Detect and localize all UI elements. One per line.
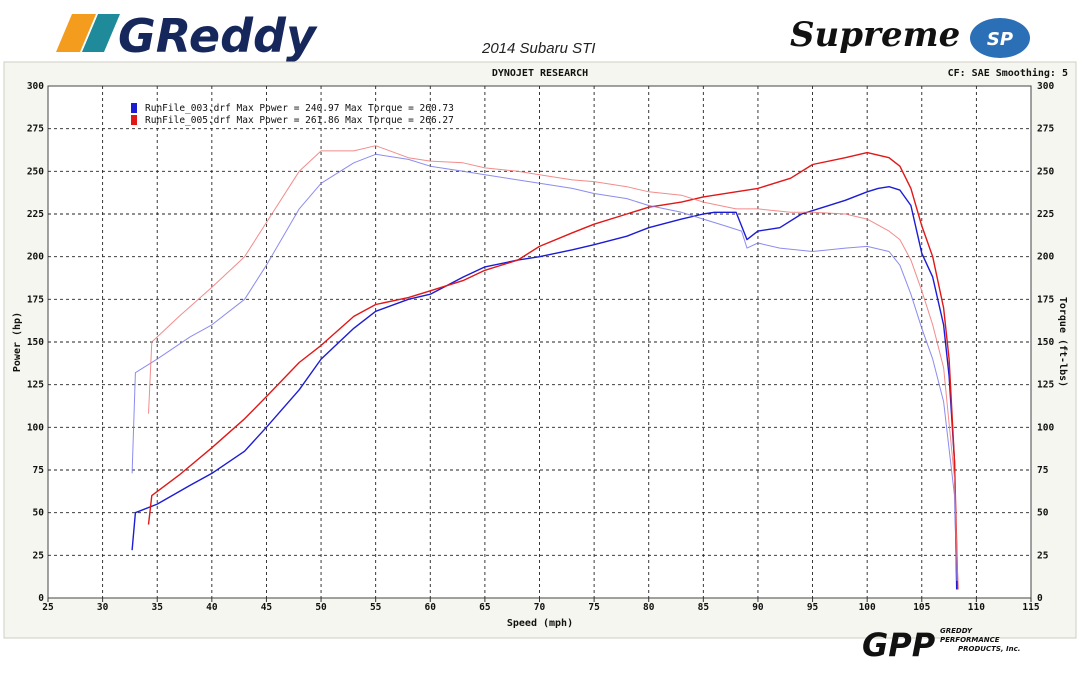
y-tick-label-left: 125 [27, 380, 44, 391]
greddy-stripe-orange [56, 14, 96, 52]
series-line-runfile005drf-torque [148, 145, 959, 581]
gpp-mark: GPP [862, 626, 936, 664]
legend-swatch-run005 [131, 115, 137, 125]
x-tick-label: 80 [643, 602, 655, 613]
x-tick-label: 35 [151, 602, 163, 613]
y-tick-label-right: 0 [1037, 593, 1043, 604]
gpp-line-3: PRODUCTS, Inc. [958, 645, 1020, 653]
y-tick-label-left: 0 [38, 593, 44, 604]
y-tick-label-right: 175 [1037, 294, 1054, 305]
x-tick-label: 100 [859, 602, 876, 613]
x-tick-label: 30 [97, 602, 109, 613]
y-tick-label-left: 250 [27, 166, 44, 177]
y-tick-label-right: 150 [1037, 337, 1054, 348]
x-tick-label: 70 [534, 602, 546, 613]
x-axis-label: Speed (mph) [507, 618, 573, 629]
sp-badge [970, 18, 1030, 58]
x-tick-label: 60 [425, 602, 437, 613]
x-tick-label: 25 [42, 602, 54, 613]
chart-title: DYNOJET RESEARCH [492, 68, 588, 79]
y-tick-label-right: 300 [1037, 81, 1054, 92]
y-tick-label-right: 250 [1037, 166, 1054, 177]
supreme-wordmark: Supreme [790, 15, 960, 55]
x-tick-label: 75 [588, 602, 600, 613]
x-tick-label: 85 [698, 602, 710, 613]
series-line-runfile003drf-torque [131, 153, 958, 581]
greddy-wordmark: GReddy [118, 9, 318, 63]
y-tick-label-left: 300 [27, 81, 44, 92]
chart-settings: CF: SAE Smoothing: 5 [948, 67, 1068, 79]
y-axis-left: 0 25 50 75 100 125 150 175 200 225 250 275 300 [27, 81, 44, 604]
y-axis-right-label: Torque (ft-lbs) [1057, 297, 1068, 387]
series-line-runfile005drf-power [147, 151, 959, 590]
series-line-runfile003drf-power [131, 185, 958, 590]
x-tick-label: 65 [479, 602, 491, 613]
x-tick-label: 90 [752, 602, 764, 613]
sp-badge-text: SP [987, 29, 1013, 50]
y-tick-label-left: 150 [27, 337, 44, 348]
y-tick-label-right: 50 [1037, 508, 1049, 519]
y-tick-label-right: 200 [1037, 252, 1054, 263]
x-tick-label: 105 [913, 602, 930, 613]
y-tick-label-left: 175 [27, 294, 44, 305]
y-tick-label-right: 275 [1037, 124, 1054, 135]
y-tick-label-right: 75 [1037, 465, 1049, 476]
y-tick-label-left: 275 [27, 124, 44, 135]
y-tick-label-right: 125 [1037, 380, 1054, 391]
y-tick-label-left: 200 [27, 252, 44, 263]
vehicle-title: 2014 Subaru STI [481, 40, 595, 57]
y-tick-label-left: 225 [27, 209, 44, 220]
y-tick-label-right: 25 [1037, 550, 1049, 561]
gpp-line-2: PERFORMANCE [940, 636, 1000, 644]
legend: RunFile_003.drf Max Power = 240.97 Max T… [131, 103, 454, 126]
x-tick-label: 45 [261, 602, 273, 613]
y-tick-label-right: 100 [1037, 422, 1054, 433]
x-axis: 25 30 35 40 45 50 55 60 65 70 75 80 85 90 95 100 105 110 1… [42, 598, 1040, 613]
y-tick-label-left: 75 [33, 465, 45, 476]
legend-swatch-run003 [131, 103, 137, 113]
header: GReddy 2014 Subaru STI Supreme SP [56, 9, 1030, 63]
gpp-logo: GPP GREDDY PERFORMANCE PRODUCTS, Inc. [862, 626, 1020, 664]
x-tick-label: 40 [206, 602, 218, 613]
supreme-logo: Supreme SP [790, 15, 1030, 58]
legend-entry-run003: RunFile_003.drf Max Power = 240.97 Max T… [145, 103, 454, 114]
greddy-logo: GReddy [56, 9, 318, 63]
y-tick-label-left: 25 [33, 550, 45, 561]
x-tick-label: 50 [315, 602, 327, 613]
y-tick-label-right: 225 [1037, 209, 1054, 220]
x-tick-label: 110 [968, 602, 985, 613]
y-axis-left-label: Power (hp) [12, 312, 23, 372]
y-tick-label-left: 100 [27, 422, 44, 433]
x-tick-label: 95 [807, 602, 819, 613]
x-tick-label: 55 [370, 602, 382, 613]
x-tick-label: 115 [1022, 602, 1039, 613]
greddy-stripe-teal [82, 14, 120, 52]
grid [48, 86, 1031, 598]
gpp-line-1: GREDDY [940, 627, 973, 635]
y-tick-label-left: 50 [33, 508, 45, 519]
series-group [131, 145, 959, 590]
legend-entry-run005: RunFile_005.drf Max Power = 261.86 Max T… [145, 115, 454, 126]
y-axis-right: 0 25 50 75 100 125 150 175 200 225 250 275 300 [1037, 81, 1054, 604]
